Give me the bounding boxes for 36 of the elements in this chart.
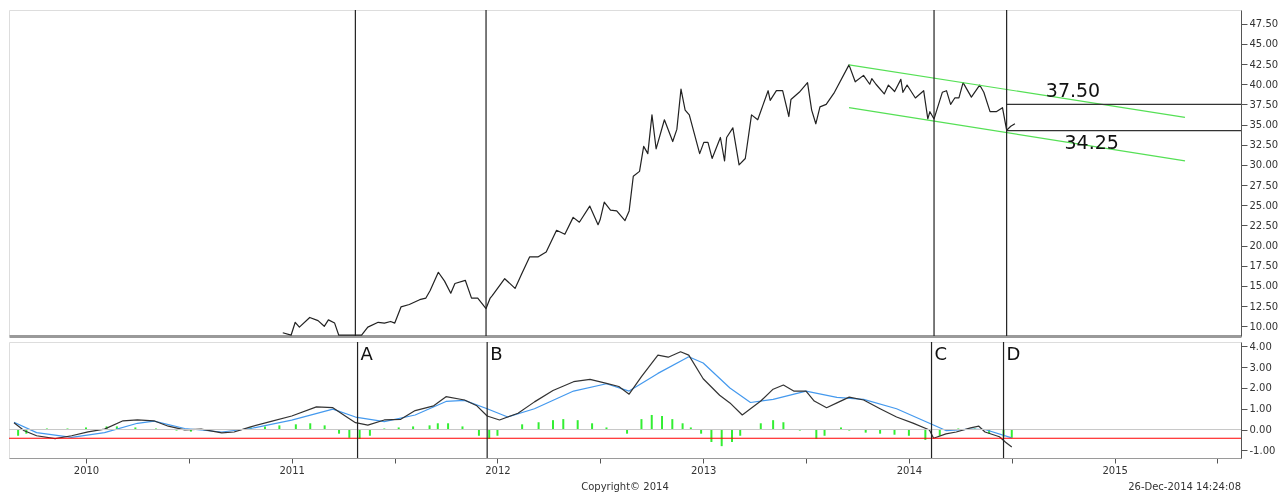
x-tick-label: 2010 xyxy=(73,464,100,476)
ref-line-label: A xyxy=(360,343,374,364)
y-tick-label: 4.00 xyxy=(1249,340,1272,352)
y-tick-label: 2.00 xyxy=(1249,382,1272,394)
y-tick-label: 32.50 xyxy=(1249,139,1279,151)
text: 26-Dec-2014 14:24:08 xyxy=(1128,481,1241,492)
y-tick-label: 15.00 xyxy=(1249,280,1279,292)
annotation: 34.25 xyxy=(1064,130,1119,153)
ref-line-label: C xyxy=(934,343,948,364)
text: Copyright© 2014 xyxy=(581,481,669,492)
annotation: 37.50 xyxy=(1045,79,1101,102)
x-tick-label: 2014 xyxy=(896,464,923,476)
y-tick-label: 30.00 xyxy=(1249,159,1279,171)
y-tick-label: 45.00 xyxy=(1249,38,1279,50)
y-tick-label: -1.00 xyxy=(1249,444,1276,456)
x-tick-label: 2012 xyxy=(485,464,511,476)
y-tick-label: 17.50 xyxy=(1249,260,1279,272)
y-tick-label: 1.00 xyxy=(1249,403,1272,415)
ref-line-label: B xyxy=(490,343,503,364)
y-tick-label: 20.00 xyxy=(1249,240,1279,252)
y-tick-label: 47.50 xyxy=(1249,18,1279,30)
x-tick-label: 2011 xyxy=(279,464,305,476)
y-tick-label: 22.50 xyxy=(1249,219,1279,231)
y-tick-label: 3.00 xyxy=(1249,361,1272,373)
x-tick-label: 2013 xyxy=(690,464,717,476)
y-tick-label: 42.50 xyxy=(1249,58,1279,70)
ref-line-label: D xyxy=(1006,343,1021,364)
x-tick-label: 2015 xyxy=(1102,464,1128,476)
y-tick-label: 0.00 xyxy=(1249,424,1272,436)
y-tick-label: 27.50 xyxy=(1249,179,1279,191)
y-tick-label: 35.00 xyxy=(1249,119,1279,131)
y-tick-label: 10.00 xyxy=(1249,320,1279,332)
y-tick-label: 37.50 xyxy=(1249,98,1279,110)
y-tick-label: 40.00 xyxy=(1249,78,1279,90)
y-tick-label: 12.50 xyxy=(1249,300,1279,312)
y-tick-label: 25.00 xyxy=(1249,199,1279,211)
